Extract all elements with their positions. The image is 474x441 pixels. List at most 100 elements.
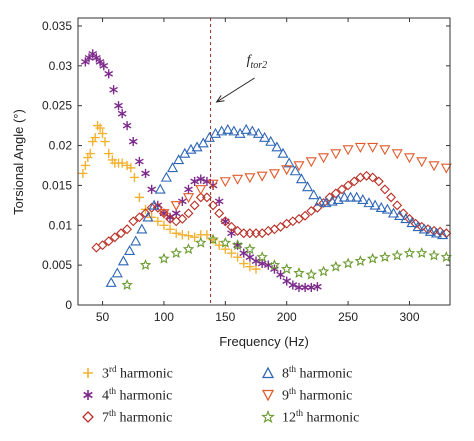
data-point-3rd — [233, 252, 243, 262]
data-point-4th — [239, 248, 249, 258]
data-point-7th — [152, 202, 163, 213]
data-point-9th — [342, 145, 354, 156]
data-point-3rd — [177, 230, 187, 240]
data-point-7th — [275, 221, 286, 232]
data-point-3rd — [95, 123, 105, 133]
data-point-8th — [142, 211, 154, 222]
data-point-3rd — [117, 158, 127, 168]
legend-suffix-4th: th — [109, 386, 117, 396]
data-point-12th — [428, 249, 440, 261]
legend-rest-3rd: harmonic — [116, 366, 173, 382]
data-point-9th — [305, 157, 317, 168]
data-point-8th — [430, 227, 443, 238]
legend-label-3rd: 3rd harmonic — [102, 364, 173, 383]
data-point-4th — [84, 53, 94, 63]
legend-rest-9th: harmonic — [296, 388, 353, 404]
data-point-7th — [312, 202, 323, 213]
y-tick-label: 0 — [65, 298, 72, 312]
x-tick-label: 50 — [96, 310, 110, 324]
legend: 3rd harmonic 4th harmonic 7th harmonic 8… — [80, 360, 440, 440]
legend-order-3rd: 3 — [102, 366, 109, 382]
plot-frame — [77, 17, 451, 306]
ftor2-label-main: f — [247, 53, 253, 68]
data-point-9th — [330, 149, 342, 160]
data-point-8th — [437, 229, 449, 240]
data-point-9th — [219, 177, 231, 188]
data-point-3rd — [214, 240, 224, 250]
legend-suffix-12th: th — [296, 408, 304, 418]
legend-rest-7th: harmonic — [116, 410, 173, 426]
data-point-8th — [167, 162, 179, 173]
data-point-3rd — [100, 136, 110, 147]
legend-rest-8th: harmonic — [296, 366, 353, 382]
data-point-8th — [381, 203, 393, 214]
series-3rd — [78, 121, 261, 274]
series-12th — [121, 233, 453, 290]
data-point-3rd — [165, 224, 175, 234]
data-point-3rd — [190, 232, 200, 242]
data-point-7th — [177, 213, 188, 224]
data-point-4th — [214, 196, 224, 206]
y-tick-label: 0.005 — [42, 258, 72, 272]
data-point-4th — [184, 184, 193, 195]
data-point-7th — [214, 208, 225, 219]
series-9th — [158, 142, 452, 220]
data-point-3rd — [93, 121, 103, 131]
data-point-4th — [220, 216, 230, 226]
y-tick-label: 0.015 — [42, 178, 72, 192]
data-point-3rd — [104, 148, 114, 159]
data-point-4th — [251, 256, 261, 266]
data-point-8th — [197, 137, 209, 148]
data-point-7th — [343, 180, 354, 191]
data-point-8th — [424, 225, 436, 236]
data-point-12th — [391, 249, 403, 261]
data-point-3rd — [239, 258, 249, 269]
data-point-8th — [105, 276, 117, 287]
data-point-9th — [293, 161, 305, 172]
data-point-8th — [394, 209, 406, 220]
data-point-7th — [183, 208, 194, 219]
data-point-12th — [305, 268, 317, 280]
data-point-9th — [195, 185, 207, 196]
data-point-8th — [136, 223, 148, 234]
data-point-9th — [391, 149, 403, 160]
data-point-8th — [308, 189, 320, 200]
data-point-4th — [282, 276, 292, 286]
ftor2-annotation: ftor2 — [215, 53, 267, 103]
data-point-3rd — [251, 264, 261, 274]
data-point-7th — [244, 228, 255, 239]
data-point-3rd — [220, 244, 230, 254]
x-tick-label: 200 — [277, 310, 297, 324]
data-point-12th — [354, 255, 367, 267]
data-point-9th — [428, 161, 440, 172]
x-axis-title: Frequency (Hz) — [219, 334, 309, 349]
data-point-9th — [281, 165, 293, 176]
torsional-angle-chart: 50 100 150 200 250 300 0 0.005 0.01 0.015 0.02 0.0… — [11, 17, 453, 349]
data-point-7th — [367, 172, 378, 183]
data-point-12th — [268, 259, 281, 271]
data-point-3rd — [226, 248, 237, 258]
legend-item-9th: 9th harmonic — [260, 386, 352, 405]
legend-order-7th: 7 — [102, 410, 109, 426]
data-point-4th — [122, 121, 132, 131]
data-point-8th — [418, 223, 430, 234]
y-tick-label: 0.035 — [42, 19, 72, 33]
data-point-8th — [412, 221, 424, 232]
data-point-8th — [387, 207, 400, 218]
data-point-8th — [320, 197, 332, 208]
data-point-8th — [295, 173, 307, 184]
data-point-8th — [302, 181, 314, 192]
ftor2-label-sub: tor2 — [250, 60, 267, 71]
data-point-12th — [195, 236, 207, 248]
data-point-12th — [280, 263, 293, 275]
data-point-7th — [306, 205, 317, 216]
data-point-12th — [330, 260, 342, 272]
data-point-8th — [338, 191, 350, 202]
legend-marker-triangle-down-icon — [261, 390, 275, 402]
data-point-3rd — [129, 172, 140, 183]
legend-order-4th: 4 — [102, 388, 109, 404]
data-point-12th — [158, 252, 170, 264]
data-point-4th — [288, 280, 298, 290]
ftor2-arrow — [216, 77, 255, 103]
data-point-12th — [182, 243, 195, 255]
